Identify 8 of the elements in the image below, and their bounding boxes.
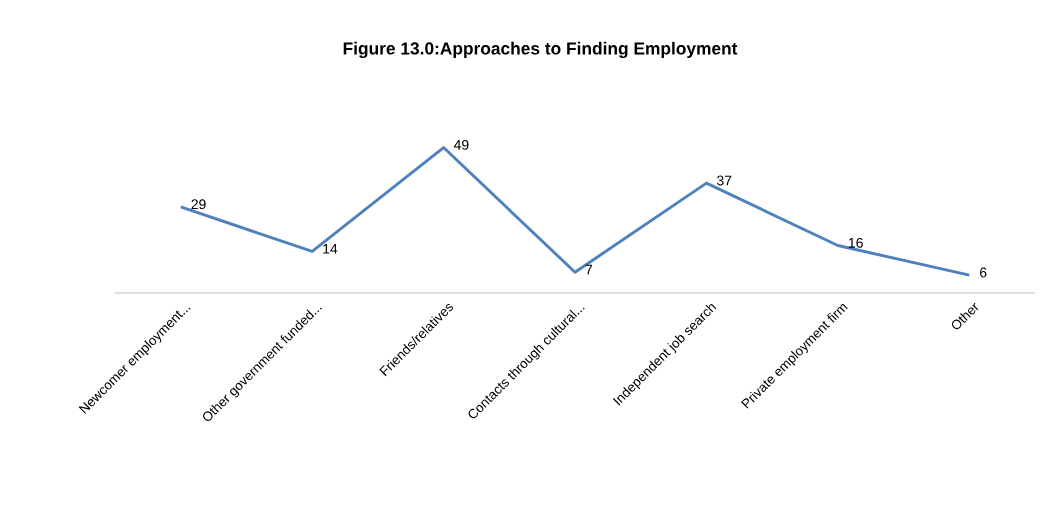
data-label: 29: [191, 199, 206, 210]
data-label: 49: [453, 139, 469, 150]
data-label: 16: [848, 237, 863, 248]
chart-title: Figure 13.0:Approaches to Finding Employment: [343, 41, 738, 59]
data-label: 6: [980, 267, 987, 278]
data-label: 37: [716, 175, 732, 186]
data-label: 7: [585, 264, 593, 275]
data-label: 14: [323, 243, 338, 254]
